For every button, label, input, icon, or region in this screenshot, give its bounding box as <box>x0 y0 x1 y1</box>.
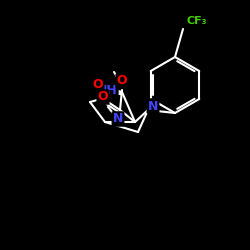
Text: N: N <box>148 100 158 112</box>
Text: NH: NH <box>96 84 117 96</box>
Text: O: O <box>93 78 103 92</box>
Text: CF₃: CF₃ <box>187 16 207 26</box>
Text: N: N <box>113 112 123 126</box>
Text: O: O <box>117 74 127 88</box>
Text: O: O <box>98 90 108 104</box>
